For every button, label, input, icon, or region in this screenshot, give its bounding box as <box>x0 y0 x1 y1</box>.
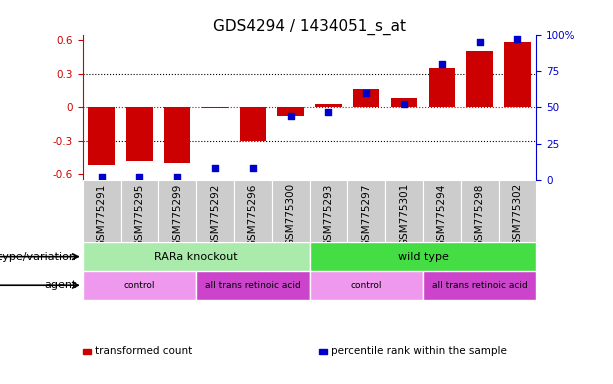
Bar <box>348 180 385 242</box>
Bar <box>88 107 115 166</box>
Text: GSM775293: GSM775293 <box>324 183 333 247</box>
Text: GSM775299: GSM775299 <box>172 183 182 247</box>
Point <box>437 61 447 67</box>
Text: GSM775301: GSM775301 <box>399 183 409 247</box>
Point <box>324 109 333 115</box>
Text: GSM775292: GSM775292 <box>210 183 220 247</box>
Bar <box>310 271 423 300</box>
Bar <box>391 98 417 107</box>
Bar <box>315 104 341 107</box>
Point <box>134 174 145 180</box>
Text: GSM775300: GSM775300 <box>286 183 295 246</box>
Text: RARa knockout: RARa knockout <box>154 252 238 262</box>
Text: wild type: wild type <box>398 252 448 262</box>
Text: percentile rank within the sample: percentile rank within the sample <box>331 346 507 356</box>
Text: GSM775291: GSM775291 <box>97 183 107 247</box>
Text: GSM775295: GSM775295 <box>134 183 145 247</box>
Bar <box>461 180 498 242</box>
Point <box>210 166 220 172</box>
Text: genotype/variation: genotype/variation <box>0 252 77 262</box>
Bar <box>234 180 272 242</box>
Bar <box>202 107 228 108</box>
Bar <box>498 180 536 242</box>
Bar <box>278 107 304 116</box>
Bar <box>272 180 310 242</box>
Bar <box>164 107 191 163</box>
Text: control: control <box>124 281 155 290</box>
Point <box>399 101 409 108</box>
Text: GSM775302: GSM775302 <box>512 183 522 247</box>
Bar <box>83 271 196 300</box>
Text: transformed count: transformed count <box>95 346 192 356</box>
Bar <box>240 107 266 141</box>
Point <box>248 166 257 172</box>
Bar <box>196 180 234 242</box>
Text: control: control <box>351 281 382 290</box>
Bar <box>158 180 196 242</box>
Bar <box>310 242 536 271</box>
Point <box>286 113 295 119</box>
Bar <box>504 42 531 107</box>
Bar <box>428 68 455 107</box>
Bar <box>310 180 348 242</box>
Bar <box>126 107 153 161</box>
Bar <box>466 51 493 107</box>
Bar <box>83 180 121 242</box>
Text: GSM775297: GSM775297 <box>361 183 371 247</box>
Text: GSM775298: GSM775298 <box>474 183 485 247</box>
Bar <box>423 271 536 300</box>
Point <box>475 39 485 45</box>
Text: agent: agent <box>44 280 77 290</box>
Text: GSM775294: GSM775294 <box>437 183 447 247</box>
Bar <box>83 242 310 271</box>
Point <box>172 174 182 180</box>
Bar <box>196 271 310 300</box>
Point <box>361 90 371 96</box>
Bar <box>423 180 461 242</box>
Text: all trans retinoic acid: all trans retinoic acid <box>432 281 528 290</box>
Bar <box>121 180 158 242</box>
Title: GDS4294 / 1434051_s_at: GDS4294 / 1434051_s_at <box>213 18 406 35</box>
Bar <box>385 180 423 242</box>
Point <box>512 36 522 42</box>
Text: all trans retinoic acid: all trans retinoic acid <box>205 281 301 290</box>
Point <box>97 174 107 180</box>
Text: GSM775296: GSM775296 <box>248 183 258 247</box>
Bar <box>353 89 379 107</box>
